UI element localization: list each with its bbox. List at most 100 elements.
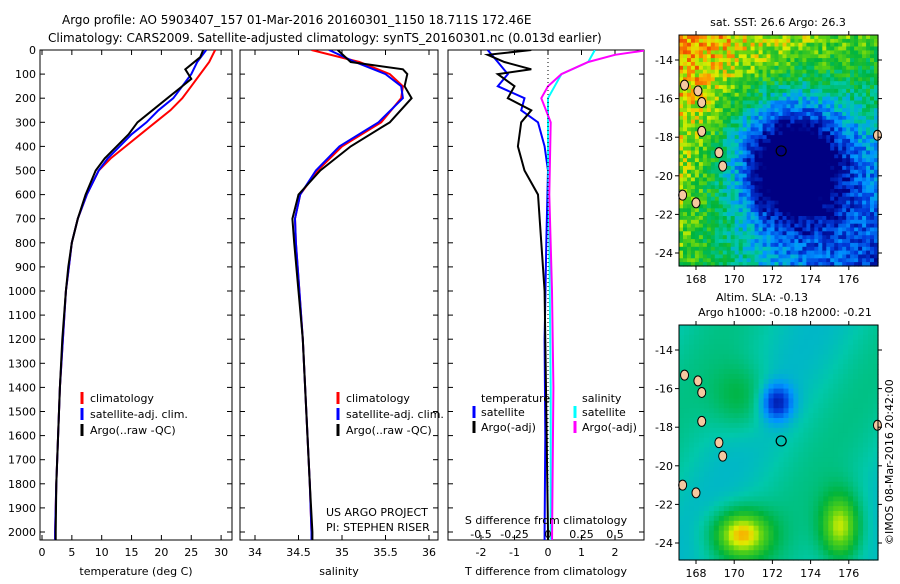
map-cell	[723, 47, 728, 52]
map-cell	[793, 335, 799, 341]
map-cell	[789, 384, 795, 390]
map-cell	[703, 158, 708, 163]
map-cell	[699, 545, 705, 551]
map-cell	[784, 354, 790, 360]
map-cell	[774, 335, 780, 341]
map-cell	[711, 81, 716, 86]
map-cell	[784, 516, 790, 522]
map-cell	[719, 408, 725, 414]
map-cell	[838, 374, 844, 380]
map-cell	[711, 77, 716, 82]
map-cell	[749, 389, 755, 395]
map-cell	[784, 418, 790, 424]
map-cell	[822, 158, 827, 163]
map-cell	[754, 511, 760, 517]
map-cell	[704, 345, 710, 351]
map-cell	[714, 521, 720, 527]
map-cell	[798, 384, 804, 390]
map-cell	[779, 389, 785, 395]
map-cell	[775, 58, 780, 63]
map-cell	[818, 231, 823, 236]
map-cell	[714, 374, 720, 380]
map-cell	[715, 220, 720, 225]
map-cell	[854, 143, 859, 148]
map-cell	[691, 251, 696, 256]
map-cell	[719, 345, 725, 351]
legend-label: Argo(..raw -QC)	[346, 424, 432, 437]
map-cell	[823, 345, 829, 351]
map-cell	[848, 457, 854, 463]
map-cell	[679, 457, 685, 463]
map-cell	[719, 418, 725, 424]
map-cell	[719, 394, 725, 400]
map-cell	[759, 35, 764, 40]
map-cell	[731, 104, 736, 109]
map-cell	[724, 359, 730, 365]
map-cell	[802, 251, 807, 256]
map-cell	[870, 124, 875, 129]
map-cell	[808, 345, 814, 351]
map-cell	[691, 174, 696, 179]
map-cell	[838, 482, 844, 488]
map-cell	[719, 197, 724, 202]
map-cell	[764, 447, 770, 453]
map-cell	[838, 423, 844, 429]
map-cell	[743, 47, 748, 52]
map-cell	[838, 550, 844, 556]
map-cell	[830, 181, 835, 186]
map-cell	[814, 81, 819, 86]
map-cell	[803, 413, 809, 419]
y-tick-label: 700	[15, 213, 36, 226]
y-tick-label: 1900	[8, 502, 36, 515]
map-cell	[838, 389, 844, 395]
map-cell	[771, 204, 776, 209]
map-cell	[749, 467, 755, 473]
map-cell	[749, 506, 755, 512]
map-cell	[783, 112, 788, 117]
map-cell	[798, 536, 804, 542]
map-cell	[739, 501, 745, 507]
map-cell	[699, 174, 704, 179]
island	[698, 97, 706, 107]
map-cell	[719, 181, 724, 186]
map-cell	[828, 540, 834, 546]
map-cell	[769, 550, 775, 556]
map-cell	[870, 251, 875, 256]
map-cell	[769, 354, 775, 360]
map-cell	[699, 139, 704, 144]
map-cell	[719, 112, 724, 117]
map-cell	[764, 398, 770, 404]
map-cell	[689, 477, 695, 483]
map-cell	[739, 124, 744, 129]
map-cell	[679, 174, 684, 179]
map-cell	[774, 374, 780, 380]
map-cell	[818, 77, 823, 82]
map-cell	[822, 212, 827, 217]
map-cell	[755, 151, 760, 156]
map-cell	[803, 477, 809, 483]
map-cell	[783, 166, 788, 171]
map-cell	[751, 89, 756, 94]
map-cell	[853, 345, 859, 351]
map-cell	[784, 536, 790, 542]
map-cell	[739, 521, 745, 527]
map-cell	[790, 197, 795, 202]
map-cell	[769, 325, 775, 331]
map-cell	[754, 394, 760, 400]
map-cell	[814, 251, 819, 256]
map-cell	[683, 66, 688, 71]
map-cell	[803, 443, 809, 449]
map-cell	[843, 398, 849, 404]
map-cell	[759, 97, 764, 102]
map-cell	[724, 384, 730, 390]
x2-tick-label: -0.25	[500, 528, 528, 541]
map-cell	[862, 66, 867, 71]
map-cell	[848, 398, 854, 404]
map-cell	[694, 550, 700, 556]
map-cell	[842, 231, 847, 236]
map-cell	[711, 124, 716, 129]
map-cell	[684, 545, 690, 551]
map-cell	[833, 526, 839, 532]
map-cell	[794, 166, 799, 171]
map-cell	[853, 394, 859, 400]
